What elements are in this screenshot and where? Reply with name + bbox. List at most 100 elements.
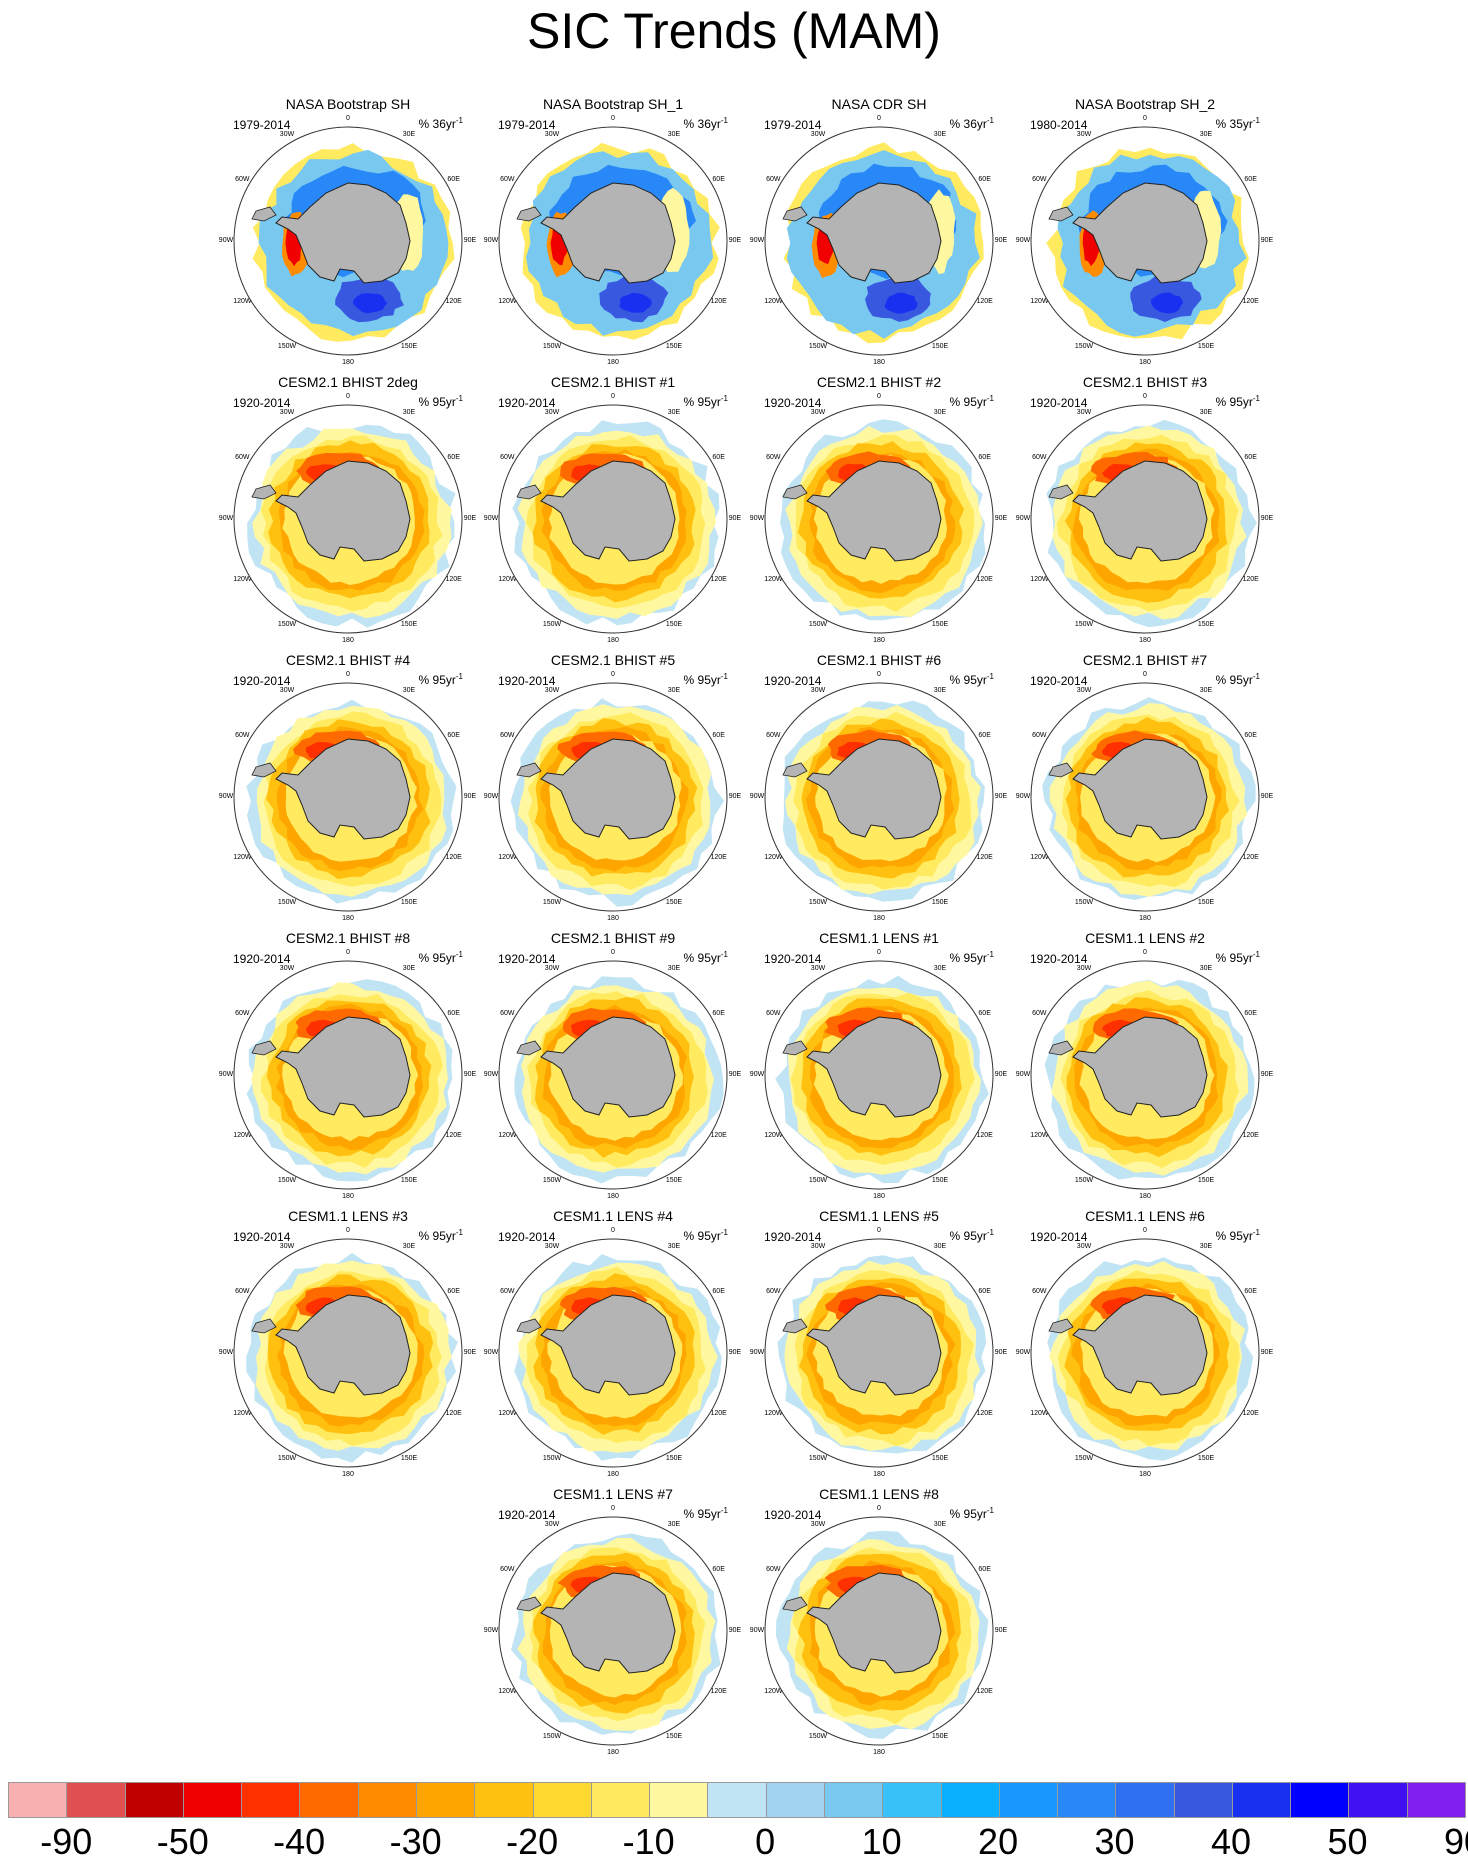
longitude-label: 150W xyxy=(277,1454,297,1462)
map-panel: 0 30E 60E 90E 120E 150E 180 150W 120W 90W 60W 30W CE… xyxy=(746,930,1012,1204)
panel-units-exponent: -1 xyxy=(1252,672,1260,681)
map-panel: 0 30E 60E 90E 120E 150E 180 150W 120W 90W 60W 30W CE… xyxy=(215,1208,481,1482)
longitude-label: 0 xyxy=(877,949,881,956)
longitude-label: 120W xyxy=(1030,298,1049,305)
longitude-label: 60E xyxy=(1244,454,1257,461)
longitude-label: 30W xyxy=(810,965,826,973)
south-america-landmass xyxy=(1048,206,1074,222)
longitude-label: 0 xyxy=(346,115,350,122)
map-panel: 0 30E 60E 90E 120E 150E 180 150W 120W 90W 60W 30W CE… xyxy=(480,374,746,648)
panel-period: 1979-2014 xyxy=(498,118,556,132)
longitude-label: 60W xyxy=(1032,454,1047,461)
longitude-label: 60E xyxy=(1244,1288,1257,1295)
longitude-label: 60E xyxy=(712,732,725,739)
longitude-label: 90E xyxy=(463,1071,477,1078)
longitude-label: 180 xyxy=(342,915,354,922)
longitude-label: 120W xyxy=(233,854,252,861)
panel-units-text: % 95yr xyxy=(683,673,721,687)
south-america-landmass xyxy=(516,206,542,222)
panel-title: CESM2.1 BHIST #3 xyxy=(1082,374,1208,390)
longitude-label: 120W xyxy=(1030,1410,1049,1417)
panel-units-exponent: -1 xyxy=(1252,116,1260,125)
panel-title: NASA CDR SH xyxy=(831,96,927,112)
panel-title: CESM2.1 BHIST #5 xyxy=(550,652,676,668)
antarctica-landmass xyxy=(1072,1016,1208,1118)
longitude-label: 150W xyxy=(1074,620,1094,628)
panel-units-text: % 95yr xyxy=(683,951,721,965)
longitude-label: 30W xyxy=(279,1243,295,1251)
longitude-label: 150E xyxy=(1197,1454,1215,1462)
south-america-landmass xyxy=(782,206,808,222)
polar-map xyxy=(233,126,463,356)
longitude-label: 0 xyxy=(611,949,615,956)
longitude-label: 30E xyxy=(402,965,416,973)
longitude-label: 120E xyxy=(976,1410,993,1417)
longitude-label: 180 xyxy=(1139,1193,1151,1200)
south-america-landmass xyxy=(251,206,277,222)
panel-units: % 95yr-1 xyxy=(419,672,463,687)
longitude-label: 60W xyxy=(235,1010,250,1017)
longitude-label: 120W xyxy=(498,854,517,861)
longitude-label: 30W xyxy=(279,965,295,973)
panel-period: 1920-2014 xyxy=(233,952,291,966)
longitude-label: 90W xyxy=(483,1349,499,1356)
longitude-label: 150W xyxy=(542,1454,562,1462)
panel-units-exponent: -1 xyxy=(720,116,728,125)
longitude-label: 30E xyxy=(933,1521,947,1529)
colorbar-box xyxy=(591,1783,651,1817)
longitude-label: 30E xyxy=(933,687,947,695)
colorbar-box xyxy=(67,1783,126,1817)
panel-units-exponent: -1 xyxy=(986,950,994,959)
longitude-label: 90W xyxy=(749,515,765,522)
longitude-label: 150E xyxy=(931,898,949,906)
south-america-landmass xyxy=(1048,484,1074,500)
longitude-label: 90E xyxy=(728,1349,742,1356)
panel-units-text: % 95yr xyxy=(1215,395,1253,409)
longitude-label: 180 xyxy=(342,637,354,644)
panel-title: CESM2.1 BHIST #8 xyxy=(285,930,411,946)
longitude-label: 150E xyxy=(931,1454,949,1462)
longitude-label: 30E xyxy=(667,131,681,139)
longitude-label: 90E xyxy=(1260,793,1274,800)
colorbar-tick-label: 30 xyxy=(1094,1821,1135,1862)
longitude-label: 60E xyxy=(447,454,460,461)
panel-period: 1920-2014 xyxy=(498,1508,556,1522)
longitude-label: 150E xyxy=(931,342,949,350)
longitude-label: 120E xyxy=(445,1132,462,1139)
antarctica-landmass xyxy=(1072,738,1208,840)
figure-title: SIC Trends (MAM) xyxy=(527,3,941,59)
longitude-label: 120W xyxy=(1030,576,1049,583)
panel-units-text: % 95yr xyxy=(1215,951,1253,965)
map-panel: 0 30E 60E 90E 120E 150E 180 150W 120W 90W 60W 30W CE… xyxy=(480,930,746,1204)
longitude-label: 30W xyxy=(1076,687,1092,695)
antarctica-landmass xyxy=(275,182,411,284)
longitude-label: 60W xyxy=(500,454,515,461)
panel-title: CESM1.1 LENS #6 xyxy=(1085,1208,1205,1224)
longitude-label: 150W xyxy=(277,898,297,906)
panel-units: % 95yr-1 xyxy=(419,394,463,409)
polar-map xyxy=(1030,126,1260,356)
colorbar-box xyxy=(475,1783,534,1817)
trend-contour xyxy=(352,293,388,314)
colorbar-tick-label: 0 xyxy=(755,1821,776,1862)
longitude-label: 90W xyxy=(218,237,234,244)
longitude-label: 30W xyxy=(544,687,560,695)
south-america-landmass xyxy=(251,1318,277,1334)
polar-map xyxy=(233,404,463,634)
colorbar-box xyxy=(125,1783,184,1817)
longitude-label: 30E xyxy=(667,687,681,695)
panel-title: CESM1.1 LENS #8 xyxy=(819,1486,939,1502)
antarctica-landmass xyxy=(275,738,411,840)
antarctica-landmass xyxy=(540,1294,676,1396)
panel-period: 1920-2014 xyxy=(764,396,822,410)
antarctica-landmass xyxy=(540,460,676,562)
longitude-label: 120W xyxy=(498,1410,517,1417)
longitude-label: 60E xyxy=(978,732,991,739)
panel-title: CESM1.1 LENS #1 xyxy=(819,930,939,946)
longitude-label: 30W xyxy=(1076,1243,1092,1251)
longitude-label: 90E xyxy=(728,237,742,244)
colorbar-tick-label: -50 xyxy=(156,1821,209,1862)
longitude-label: 120E xyxy=(1242,1132,1259,1139)
panel-period: 1920-2014 xyxy=(1030,1230,1088,1244)
longitude-label: 90E xyxy=(463,1349,477,1356)
